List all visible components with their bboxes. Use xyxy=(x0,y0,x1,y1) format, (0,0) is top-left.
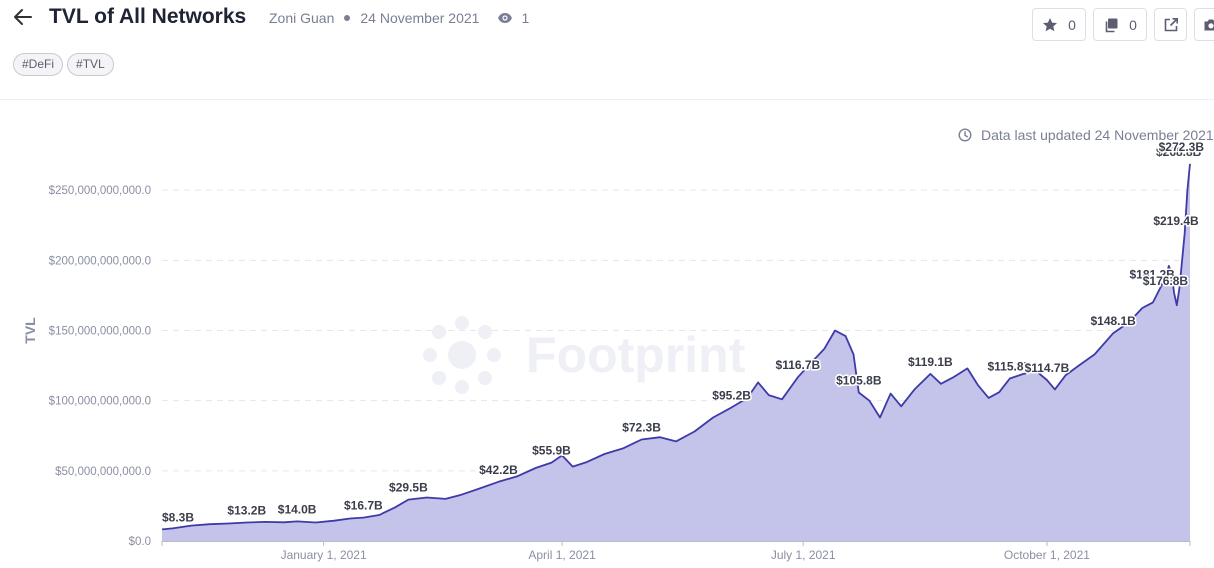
x-tick-label: July 1, 2021 xyxy=(771,548,836,562)
data-label: $181.2B xyxy=(1129,268,1175,282)
data-label: $115.8B xyxy=(987,359,1032,373)
snapshot-button[interactable] xyxy=(1194,8,1214,41)
data-updated-note: Data last updated 24 November 2021 xyxy=(958,127,1214,143)
area-fill xyxy=(162,163,1190,542)
area-series xyxy=(161,163,1191,542)
favorite-count: 0 xyxy=(1068,16,1076,33)
series-line xyxy=(161,163,1191,531)
data-labels: $8.3B $13.2B $14.0B $16.7B $29.5B $42.2B $55.9… xyxy=(161,138,1206,525)
author-name[interactable]: Zoni Guan xyxy=(269,10,335,26)
share-button[interactable] xyxy=(1154,8,1187,41)
action-bar: 0 0 xyxy=(1032,8,1214,41)
data-label: $268.8B xyxy=(1156,145,1202,159)
x-tick-label: April 1, 2021 xyxy=(528,548,596,562)
data-label: $16.7B xyxy=(344,499,383,513)
data-label: $176.8B xyxy=(1143,274,1189,288)
tag-list: #DeFi #TVL xyxy=(13,53,114,76)
data-label: $116.7B xyxy=(776,358,821,372)
watermark: Footprint xyxy=(423,316,746,394)
x-tick-label: January 1, 2021 xyxy=(281,548,367,562)
data-label: $14.0B xyxy=(278,502,317,516)
star-icon xyxy=(1043,17,1058,31)
tag-tvl[interactable]: #TVL xyxy=(67,53,114,76)
data-label: $42.2B xyxy=(479,463,518,477)
clock-icon xyxy=(958,128,972,142)
y-tick-label: $150,000,000,000.0 xyxy=(49,326,151,338)
axes: $0.0 $50,000,000,000.0 $100,000,000,000.0 $… xyxy=(22,185,1191,562)
tag-defi[interactable]: #DeFi xyxy=(13,53,64,76)
view-count: 1 xyxy=(521,10,530,26)
data-label: $219.4B xyxy=(1153,214,1199,228)
tvl-area-chart: Footprint $0.0 $50,000,000,000.0 $100,000,… xyxy=(22,138,1206,562)
back-arrow-icon[interactable] xyxy=(12,6,34,28)
data-label: $272.3B xyxy=(1159,140,1205,154)
y-tick-label: $0.0 xyxy=(129,536,151,548)
external-link-icon xyxy=(1164,17,1178,31)
page-title: TVL of All Networks xyxy=(49,5,247,28)
data-label: $72.3B xyxy=(622,421,661,435)
watermark-text: Footprint xyxy=(526,327,746,383)
y-axis-title: TVL xyxy=(22,317,38,344)
data-label: $148.1B xyxy=(1090,314,1136,328)
data-updated-text: Data last updated 24 November 2021 xyxy=(981,127,1214,143)
duplicate-count: 0 xyxy=(1129,16,1137,33)
y-tick-label: $250,000,000,000.0 xyxy=(49,185,151,197)
y-tick-label: $100,000,000,000.0 xyxy=(49,396,151,408)
data-label: $119.1B xyxy=(908,355,953,369)
data-label: $114.7B xyxy=(1025,361,1070,375)
y-tick-label: $50,000,000,000.0 xyxy=(55,466,151,478)
data-label: $55.9B xyxy=(532,444,571,458)
publish-date: 24 November 2021 xyxy=(360,10,480,26)
data-label: $95.2B xyxy=(712,388,751,402)
duplicate-button[interactable]: 0 xyxy=(1093,8,1147,41)
data-label: $8.3B xyxy=(162,510,194,524)
x-tick-label: October 1, 2021 xyxy=(1004,548,1090,562)
camera-icon xyxy=(1204,19,1214,30)
data-label: $29.5B xyxy=(389,481,428,495)
copy-icon xyxy=(1105,18,1118,32)
separator-dot xyxy=(344,15,351,21)
favorite-button[interactable]: 0 xyxy=(1032,8,1086,41)
data-label: $105.8B xyxy=(836,374,882,388)
eye-icon xyxy=(498,13,513,23)
y-tick-label: $200,000,000,000.0 xyxy=(49,255,151,267)
dashboard-header: TVL of All Networks Zoni Guan 24 Novembe… xyxy=(0,0,1214,100)
footprint-logo-icon xyxy=(423,316,501,394)
data-label: $13.2B xyxy=(227,503,266,517)
meta-info: Zoni Guan 24 November 2021 1 xyxy=(269,10,529,26)
